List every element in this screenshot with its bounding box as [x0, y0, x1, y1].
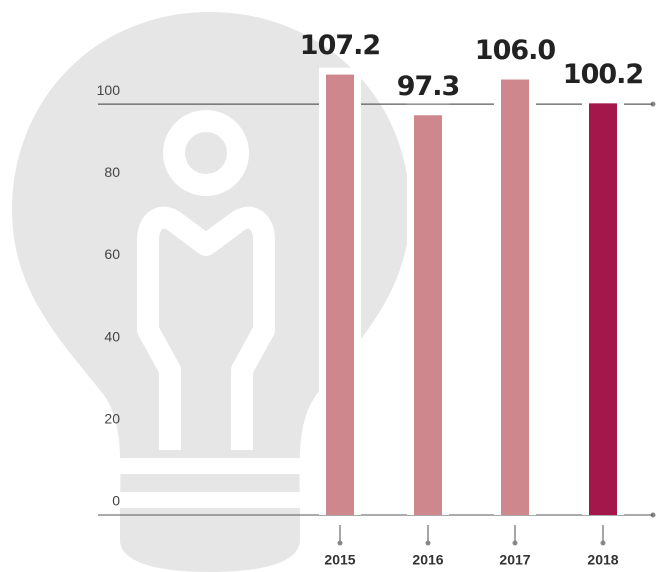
x-tick-dot — [512, 540, 518, 546]
x-tick-label: 2016 — [412, 552, 443, 568]
y-tick-label: 40 — [104, 328, 120, 344]
value-label: 100.2 — [563, 59, 643, 90]
y-tick-label: 0 — [112, 493, 120, 509]
bar — [326, 74, 354, 515]
bar — [589, 103, 617, 515]
value-label: 106.0 — [475, 35, 556, 66]
x-tick-dot — [425, 540, 431, 546]
bar — [501, 79, 529, 516]
value-label: 107.2 — [300, 30, 380, 61]
y-tick-label: 100 — [97, 82, 121, 98]
lightbulb-illustration — [12, 12, 410, 572]
bar — [414, 115, 442, 516]
x-tick-label: 2018 — [587, 552, 618, 568]
y-tick-label: 80 — [104, 164, 120, 180]
x-tick-dot — [600, 540, 606, 546]
x-tick-label: 2017 — [499, 552, 530, 568]
y-tick-label: 20 — [104, 411, 120, 427]
value-label: 97.3 — [397, 71, 460, 102]
y-tick-label: 60 — [104, 246, 120, 262]
x-tick-dot — [337, 540, 343, 546]
x-tick-label: 2015 — [324, 552, 355, 568]
